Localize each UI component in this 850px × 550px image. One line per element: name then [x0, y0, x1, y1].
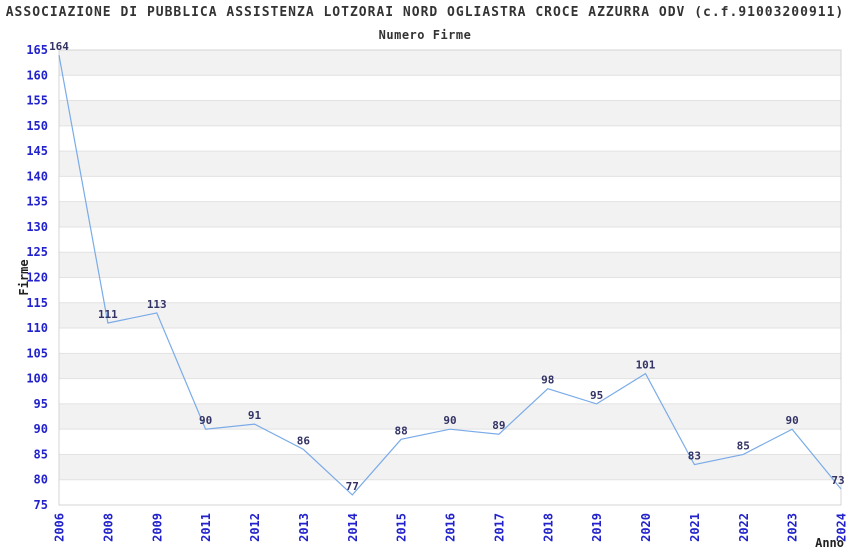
data-point-labels: 164 111 113 90 91 86 77 88 90 89 98 95 101 83 85 90 73	[49, 40, 845, 493]
chart-subtitle: Numero Firme	[378, 28, 472, 42]
data-point-label: 111	[98, 308, 118, 321]
data-point-label: 164	[49, 40, 69, 53]
data-point-label: 90	[199, 414, 212, 427]
y-tick-label: 150	[26, 119, 48, 133]
grid-band	[59, 454, 841, 480]
data-point-label: 90	[786, 414, 799, 427]
y-tick-label: 130	[26, 220, 48, 234]
data-point-label: 90	[443, 414, 456, 427]
data-point-label: 89	[492, 419, 505, 432]
y-axis-title: Firme	[17, 259, 31, 295]
data-point-label: 101	[636, 359, 656, 372]
y-tick-label: 140	[26, 169, 48, 183]
series-line-numero-firme	[58, 54, 842, 496]
data-point-label: 91	[248, 409, 262, 422]
x-tick-label: 2014	[346, 513, 360, 542]
grid-band	[59, 302, 841, 329]
y-tick-label: 105	[26, 346, 48, 360]
grid-band	[59, 201, 841, 227]
y-tick-label: 100	[26, 372, 48, 386]
x-tick-label: 2021	[688, 513, 702, 542]
y-tick-label: 135	[26, 195, 48, 209]
grid-band	[59, 100, 841, 126]
data-point-label: 83	[688, 450, 701, 463]
x-tick-label: 2006	[53, 513, 67, 542]
x-tick-label: 2011	[199, 513, 213, 542]
data-point-label: 77	[346, 480, 359, 493]
x-tick-label: 2017	[492, 513, 506, 542]
y-tick-label: 115	[26, 296, 48, 310]
data-point-label: 85	[737, 439, 750, 452]
data-point-label: 95	[590, 389, 603, 402]
y-tick-label: 120	[26, 271, 48, 285]
y-tick-label: 145	[26, 144, 48, 158]
data-point-label: 113	[147, 298, 167, 311]
y-tick-label: 80	[34, 473, 48, 487]
y-tick-label: 85	[34, 447, 48, 461]
x-axis-title: Anno	[815, 536, 844, 550]
x-tick-label: 2015	[395, 513, 409, 542]
y-tick-label: 90	[34, 422, 48, 436]
x-tick-label: 2023	[786, 513, 800, 542]
data-point-label: 73	[831, 474, 844, 487]
y-tick-label: 95	[34, 397, 48, 411]
x-tick-label: 2024	[835, 513, 849, 542]
x-tick-label: 2016	[444, 513, 458, 542]
x-tick-label: 2018	[541, 513, 555, 542]
y-tick-label: 75	[34, 498, 48, 512]
grid-band	[59, 151, 841, 177]
data-point-label: 88	[395, 424, 408, 437]
y-tick-label: 160	[26, 68, 48, 82]
chart-title: ASSOCIAZIONE DI PUBBLICA ASSISTENZA LOTZ…	[5, 5, 845, 20]
y-tick-label: 155	[26, 94, 48, 108]
background-bands	[59, 50, 841, 480]
x-tick-label: 2020	[639, 513, 653, 542]
plot-border	[58, 49, 842, 506]
grid-band	[59, 50, 841, 76]
data-point-label: 86	[297, 434, 311, 447]
grid-band	[59, 403, 841, 430]
data-point-label: 98	[541, 374, 554, 387]
x-tick-label: 2013	[297, 513, 311, 542]
y-axis-tick-labels: 165 160 155 150 145 140 135 130 125 120 115 110 105 1…	[26, 43, 48, 512]
x-tick-label: 2009	[150, 513, 164, 542]
x-tick-label: 2022	[737, 513, 751, 542]
y-tick-label: 125	[26, 245, 48, 259]
x-axis-tick-labels: 2006 2008 2009 2011 2012 2013 2014 2015 2016 2017…	[53, 513, 849, 542]
grid-band	[59, 252, 841, 278]
x-tick-label: 2012	[248, 513, 262, 542]
y-tick-label: 165	[26, 43, 48, 57]
grid-band	[59, 353, 841, 379]
x-tick-label: 2019	[590, 513, 604, 542]
y-tick-label: 110	[26, 321, 48, 335]
x-tick-label: 2008	[101, 513, 115, 542]
